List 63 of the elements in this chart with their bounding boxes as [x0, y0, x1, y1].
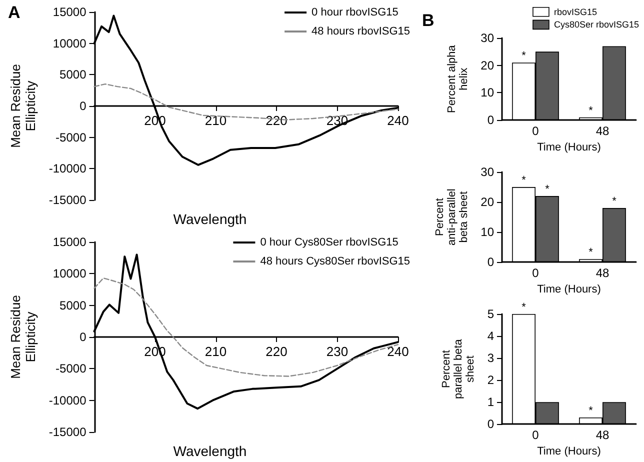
x-tick-label: 210: [204, 344, 227, 359]
x-axis-title: Wavelength: [173, 443, 247, 459]
x-tick-label: 220: [266, 113, 288, 128]
x-tick-label: 230: [326, 344, 348, 359]
x-axis-title: Time (Hours): [537, 142, 601, 154]
y-tick-label: 10000: [52, 36, 87, 50]
legend-label: 48 hours Cys80Ser rbovISG15: [260, 256, 410, 268]
data-label: *: [545, 184, 550, 196]
x-tick-label: 240: [387, 344, 409, 359]
y-tick-label: -10000: [48, 162, 87, 176]
data-label: *: [588, 246, 594, 259]
y-tick-label: 10000: [52, 266, 87, 281]
data-label: *: [612, 196, 618, 208]
text: B: [422, 11, 434, 30]
text: A: [8, 3, 20, 22]
legend-label: 48 hours rbovISG15: [312, 26, 410, 38]
y-tick-label: 1: [487, 395, 494, 410]
x-tick-label: 220: [266, 344, 288, 359]
y-axis-title: Percent parallel beta sheet: [440, 338, 476, 400]
x-axis-title: Time (Hours): [537, 446, 601, 458]
data-label: *: [522, 50, 527, 62]
legend-label: 0 hour rbovISG15: [312, 6, 398, 18]
y-tick-label: 5000: [60, 298, 87, 312]
y-tick-label: 30: [480, 31, 494, 45]
y-axis-title: Mean Residue Ellipticity: [8, 64, 38, 148]
y-tick-label: 5: [487, 307, 494, 321]
y-tick-label: -15000: [48, 425, 87, 439]
x-tick-label: 48: [596, 428, 610, 442]
data-label: *: [522, 174, 527, 187]
data-label: *: [588, 104, 594, 117]
y-tick-label: 0: [80, 330, 87, 344]
x-axis-title: Wavelength: [173, 211, 247, 227]
y-tick-label: -10000: [48, 393, 87, 408]
y-axis-title: Percent alpha helix: [446, 44, 470, 113]
x-tick-label: 48: [596, 124, 610, 138]
x-axis-title: Time (Hours): [537, 284, 601, 296]
y-tick-label: 20: [480, 58, 494, 72]
y-tick-label: 0: [80, 99, 87, 113]
y-tick-label: 0: [487, 417, 494, 432]
y-tick-label: 4: [487, 329, 494, 344]
x-tick-label: 240: [387, 113, 409, 128]
y-tick-label: 10: [480, 86, 494, 100]
y-axis-title: Mean Residue Ellipticity: [8, 295, 38, 379]
y-tick-label: 0: [487, 255, 494, 270]
y-tick-label: 20: [480, 195, 494, 210]
y-tick-label: 3: [487, 351, 494, 366]
x-tick-label: 210: [204, 113, 227, 128]
y-tick-label: 10: [480, 225, 494, 240]
x-tick-label: 48: [596, 266, 610, 280]
y-tick-label: -15000: [48, 193, 87, 207]
data-label: *: [522, 302, 527, 314]
y-tick-label: 5000: [60, 68, 87, 82]
legend-label: 0 hour Cys80Ser rbovISG15: [260, 236, 398, 248]
data-label: *: [588, 404, 594, 417]
y-tick-label: -5000: [56, 362, 87, 376]
y-tick-label: -5000: [56, 130, 87, 144]
y-tick-label: 2: [487, 373, 494, 388]
legend-label: Cys80Ser rbovISG15: [554, 20, 640, 30]
y-tick-label: 15000: [52, 5, 87, 19]
legend-label: rbovISG15: [554, 6, 597, 17]
y-tick-label: 15000: [52, 235, 87, 249]
y-tick-label: 30: [480, 165, 494, 179]
y-axis-title: Percent anti-parallel beta sheet: [434, 188, 470, 246]
